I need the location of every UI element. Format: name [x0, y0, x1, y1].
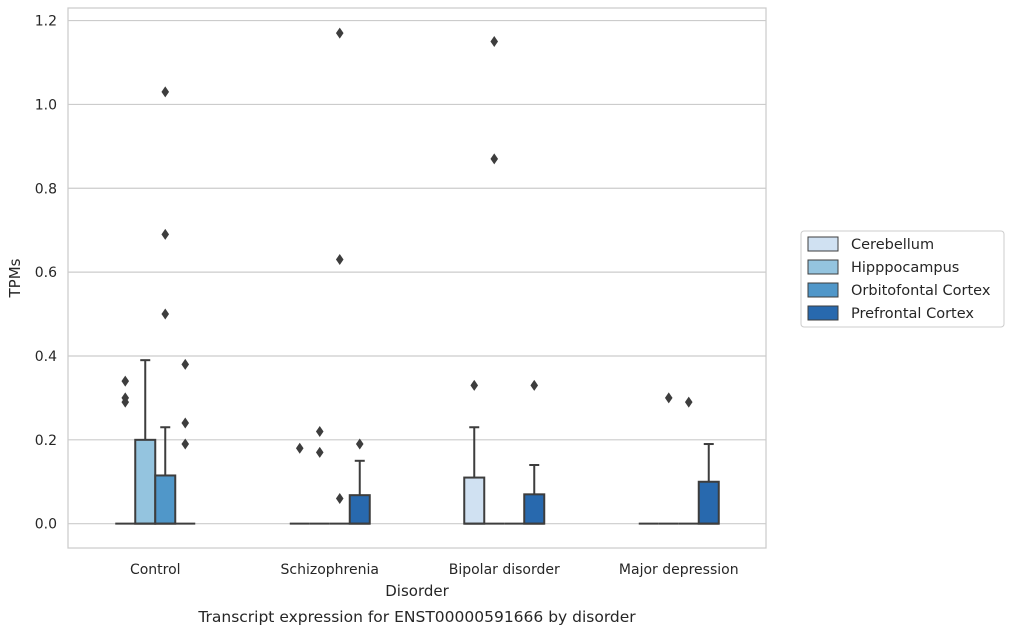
outlier-point	[664, 392, 673, 404]
outlier-point	[530, 379, 539, 391]
outlier-point	[355, 438, 364, 450]
y-axis-label: TPMs	[6, 258, 24, 298]
box-orbitofontal-cortex	[329, 27, 350, 525]
legend: Cerebellum Hipppocampus Orbitofontal Corte…	[800, 230, 1005, 328]
legend-label: Prefrontal Cortex	[851, 306, 974, 322]
y-tick-label: 1.0	[35, 97, 57, 113]
outlier-point	[181, 358, 190, 370]
y-tick-label: 0.2	[35, 433, 57, 449]
outlier-point	[335, 493, 344, 505]
y-tick-label: 0.8	[35, 181, 57, 197]
outlier-point	[181, 417, 190, 429]
box-cerebellum	[289, 442, 310, 525]
y-tick-label: 0.0	[35, 517, 57, 533]
box-prefrontal-cortex	[175, 358, 196, 525]
box-hipppocampus	[309, 425, 330, 525]
box-orbitofontal-cortex	[154, 86, 177, 525]
legend-label: Hipppocampus	[851, 260, 959, 276]
outlier-point	[181, 438, 190, 450]
box-prefrontal-cortex	[348, 438, 371, 525]
box-cerebellum	[463, 379, 486, 525]
outlier-point	[335, 27, 344, 39]
box-prefrontal-cortex	[697, 443, 720, 525]
x-axis-label: Disorder	[385, 582, 449, 600]
box	[697, 480, 720, 525]
outlier-point	[121, 396, 130, 408]
box	[523, 493, 546, 525]
legend-label: Orbitofontal Cortex	[851, 283, 991, 299]
y-tick-label: 0.4	[35, 349, 57, 365]
box	[154, 474, 177, 525]
x-tick-labels: Control Schizophrenia Bipolar disorder Majo…	[130, 562, 739, 578]
outlier-point	[295, 442, 304, 454]
box-hipppocampus	[134, 359, 157, 525]
box-hipppocampus	[658, 392, 679, 525]
outlier-point	[161, 308, 170, 320]
outlier-point	[470, 379, 479, 391]
box	[463, 476, 486, 525]
outlier-point	[161, 228, 170, 240]
legend-swatch	[807, 259, 839, 275]
x-tick-label: Major depression	[619, 562, 739, 578]
grid-lines	[68, 19, 766, 525]
legend-swatch	[807, 282, 839, 298]
x-tick-label: Control	[130, 562, 181, 578]
outlier-point	[161, 86, 170, 98]
outlier-point	[315, 425, 324, 437]
outlier-point	[490, 153, 499, 165]
outlier-point	[335, 254, 344, 266]
outlier-point	[121, 375, 130, 387]
box-plots	[115, 27, 720, 525]
box	[134, 438, 157, 525]
box	[348, 494, 371, 525]
legend-swatch	[807, 236, 839, 252]
outlier-point	[315, 446, 324, 458]
box-cerebellum	[115, 375, 136, 525]
x-tick-label: Bipolar disorder	[449, 562, 560, 578]
plot-background	[67, 7, 767, 549]
legend-swatch	[807, 305, 839, 321]
outlier-point	[490, 36, 499, 48]
y-tick-label: 0.6	[35, 265, 57, 281]
box-hipppocampus	[484, 36, 505, 525]
legend-label: Cerebellum	[851, 237, 934, 253]
outlier-point	[684, 396, 693, 408]
y-tick-label: 1.2	[35, 14, 57, 30]
box-prefrontal-cortex	[523, 379, 546, 525]
chart-caption: Transcript expression for ENST0000059166…	[197, 608, 636, 626]
legend-frame	[800, 230, 1005, 328]
box-orbitofontal-cortex	[678, 396, 699, 525]
x-tick-label: Schizophrenia	[281, 562, 379, 578]
y-tick-labels: 0.0 0.2 0.4 0.6 0.8 1.0 1.2	[35, 14, 57, 533]
